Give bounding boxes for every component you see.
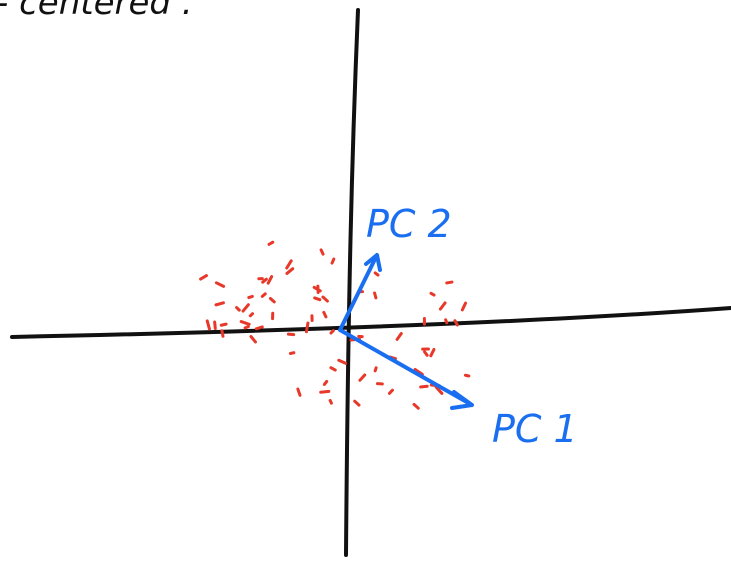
point-stroke xyxy=(331,368,335,370)
point-stroke xyxy=(262,294,265,297)
point-stroke xyxy=(446,320,447,323)
point-stroke xyxy=(241,322,249,325)
pc2-label: PC 2 xyxy=(366,202,452,246)
point-stroke xyxy=(222,331,223,337)
point-stroke xyxy=(332,259,334,263)
point-stroke xyxy=(323,297,327,301)
point-stroke xyxy=(290,353,293,354)
point-stroke xyxy=(375,293,376,298)
point-stroke xyxy=(397,334,401,340)
point-stroke xyxy=(375,368,376,371)
point-stroke xyxy=(251,337,255,342)
page: - centered . PC 2 PC 1 (() => { const da… xyxy=(0,0,731,561)
point-stroke xyxy=(330,400,331,403)
point-stroke xyxy=(331,331,333,333)
point-stroke xyxy=(306,323,308,332)
point-stroke xyxy=(324,312,326,316)
point-stroke xyxy=(216,303,223,305)
point-stroke xyxy=(321,391,329,392)
point-stroke xyxy=(431,293,434,295)
point-stroke xyxy=(268,277,271,284)
point-stroke xyxy=(249,296,253,297)
point-stroke xyxy=(389,390,392,393)
pc-arrows xyxy=(340,255,472,408)
point-stroke xyxy=(324,381,326,384)
point-stroke xyxy=(360,375,365,380)
point-stroke xyxy=(270,299,274,302)
point-stroke xyxy=(447,282,452,283)
pc1-label: PC 1 xyxy=(492,407,578,451)
point-stroke xyxy=(421,386,427,387)
point-stroke xyxy=(465,375,468,376)
point-stroke xyxy=(355,401,359,405)
point-stroke xyxy=(207,321,209,329)
point-stroke xyxy=(287,261,291,268)
point-stroke xyxy=(237,308,240,311)
point-stroke xyxy=(201,276,207,279)
point-stroke xyxy=(243,305,248,311)
point-stroke xyxy=(440,303,445,309)
horizontal-axis xyxy=(12,308,731,337)
point-stroke xyxy=(462,303,465,310)
point-stroke xyxy=(431,349,434,355)
point-stroke xyxy=(425,352,428,356)
point-stroke xyxy=(215,322,216,328)
point-stroke xyxy=(287,269,293,274)
point-stroke xyxy=(288,334,293,335)
point-stroke xyxy=(414,404,418,408)
vertical-axis xyxy=(346,10,358,555)
caption: - centered . xyxy=(0,0,193,23)
point-stroke xyxy=(245,327,248,328)
point-stroke xyxy=(315,298,320,300)
pc1-arrow xyxy=(340,330,472,408)
point-stroke xyxy=(216,283,223,287)
point-stroke xyxy=(321,250,323,254)
point-stroke xyxy=(269,242,273,244)
diagram: - centered . PC 2 PC 1 xyxy=(0,0,731,561)
point-stroke xyxy=(256,327,262,329)
point-stroke xyxy=(221,324,226,325)
point-stroke xyxy=(250,314,252,316)
point-stroke xyxy=(298,389,300,395)
point-stroke xyxy=(339,360,346,363)
point-stroke xyxy=(375,273,378,275)
